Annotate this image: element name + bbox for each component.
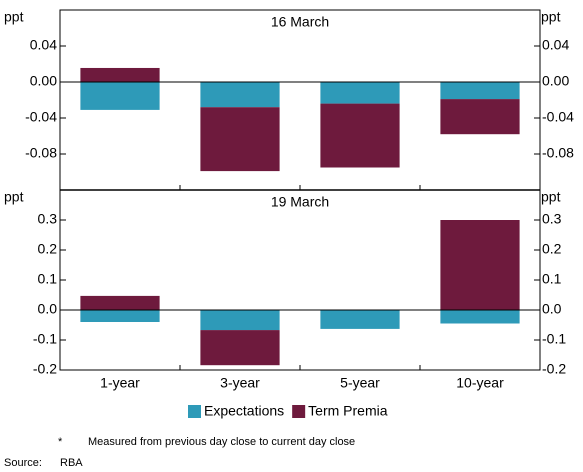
bar-segment <box>200 310 280 331</box>
legend-label: Expectations <box>204 403 284 419</box>
y2-tick-label: 0.0 <box>542 301 562 317</box>
y-tick-label: 0.0 <box>38 301 58 317</box>
y-tick-label: 0.04 <box>30 37 57 53</box>
y-tick-label: -0.08 <box>25 145 57 161</box>
bar-segment <box>320 103 400 168</box>
bar-segment <box>440 99 520 135</box>
y-tick-label: 0.00 <box>30 73 57 89</box>
bar-segment <box>440 310 520 324</box>
x-tick-label: 3-year <box>220 375 260 391</box>
legend-label: Term Premia <box>308 403 388 419</box>
bar-segment <box>320 82 400 104</box>
panel-title: 19 March <box>271 194 329 210</box>
y-axis-label: ppt <box>4 9 24 25</box>
y-axis-label: ppt <box>4 189 24 205</box>
x-tick-label: 10-year <box>456 375 504 391</box>
y2-tick-label: 0.2 <box>542 241 562 257</box>
y2-tick-label: 0.3 <box>542 211 562 227</box>
y2-tick-label: -0.2 <box>542 361 566 377</box>
y2-tick-label: 0.00 <box>542 73 569 89</box>
bar-segment <box>80 67 160 82</box>
x-tick-label: 5-year <box>340 375 380 391</box>
source-label: Source: <box>4 457 42 469</box>
y2-tick-label: -0.04 <box>542 109 574 125</box>
y-tick-label: -0.04 <box>25 109 57 125</box>
legend-swatch <box>188 405 201 418</box>
y-tick-label: 0.1 <box>38 271 58 287</box>
bar-segment <box>440 82 520 100</box>
y2-tick-label: -0.08 <box>542 145 574 161</box>
x-tick-label: 1-year <box>100 375 140 391</box>
footnote-marker: * <box>58 436 63 448</box>
bar-segment <box>80 310 160 322</box>
footnote-text: Measured from previous day close to curr… <box>88 436 355 448</box>
bar-segment <box>80 295 160 310</box>
bar-segment <box>200 330 280 366</box>
bar-segment <box>200 107 280 172</box>
y-tick-label: -0.1 <box>33 331 57 347</box>
source-text: RBA <box>60 457 83 469</box>
legend-swatch <box>292 405 306 418</box>
y-tick-label: -0.2 <box>33 361 57 377</box>
y-tick-label: 0.3 <box>38 211 58 227</box>
y2-tick-label: -0.1 <box>542 331 566 347</box>
y2-tick-label: 0.04 <box>542 37 569 53</box>
bar-segment <box>320 310 400 329</box>
y2-axis-label: ppt <box>541 189 561 205</box>
y2-tick-label: 0.1 <box>542 271 562 287</box>
y2-axis-label: ppt <box>541 9 561 25</box>
y-tick-label: 0.2 <box>38 241 58 257</box>
panel-title: 16 March <box>271 14 329 30</box>
bar-segment <box>440 220 520 310</box>
bar-segment <box>200 82 280 108</box>
bar-segment <box>80 82 160 110</box>
